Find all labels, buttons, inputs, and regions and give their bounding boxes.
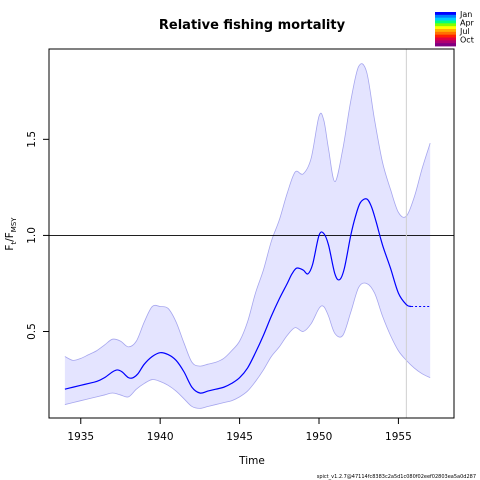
legend-swatch-1 — [435, 14, 456, 19]
x-axis-label: Time — [238, 455, 265, 467]
y-tick-label-1: 1.0 — [26, 227, 38, 244]
legend-swatch-7 — [435, 31, 456, 36]
lower-ci-line — [64, 282, 431, 409]
legend-swatch-2 — [435, 17, 456, 21]
legend-swatch-8 — [435, 34, 456, 38]
y-tick-label-0.5: 0.5 — [26, 323, 38, 340]
legend-swatch-9 — [435, 37, 456, 41]
footer-version: spict_v1.2.7@47114fc8383c2a5d1c080f02eef… — [317, 474, 476, 480]
chart-title: Relative fishing mortality — [159, 18, 346, 33]
y-axis: 0.5 1.0 1.5 — [26, 131, 49, 340]
legend-label-apr: Apr — [460, 19, 475, 28]
x-axis: 1935 1940 1945 1950 1955 — [67, 418, 412, 443]
y-axis-label-sub-msy: MSY — [10, 217, 18, 232]
plot-area — [49, 49, 454, 418]
x-tick-label-1940: 1940 — [147, 431, 174, 443]
confidence-band — [64, 63, 431, 409]
legend-swatch-10 — [435, 40, 456, 44]
x-tick-label-1950: 1950 — [306, 431, 333, 443]
legend-swatch-6 — [435, 29, 456, 33]
x-tick-label-1945: 1945 — [226, 431, 253, 443]
y-axis-label-sub-t: t — [10, 242, 18, 245]
estimate-line — [64, 198, 412, 394]
upper-ci-line — [64, 63, 431, 367]
y-axis-label: Ft/FMSY — [4, 217, 18, 251]
legend-swatch-3 — [435, 20, 456, 24]
y-axis-label-main: F — [4, 245, 16, 251]
x-tick-label-1955: 1955 — [385, 431, 412, 443]
legend-swatch-0 — [435, 12, 456, 16]
legend-swatch-11 — [435, 43, 456, 47]
y-tick-label-1.5: 1.5 — [26, 131, 38, 148]
plot-frame — [48, 48, 455, 419]
legend-label-jan: Jan — [459, 10, 472, 19]
legend-swatch-5 — [435, 26, 456, 30]
legend-label-oct: Oct — [460, 36, 474, 45]
y-axis-label-slash: /F — [4, 232, 16, 242]
legend-label-jul: Jul — [459, 27, 470, 36]
x-tick-label-1935: 1935 — [67, 431, 94, 443]
legend-swatch-4 — [435, 23, 456, 27]
